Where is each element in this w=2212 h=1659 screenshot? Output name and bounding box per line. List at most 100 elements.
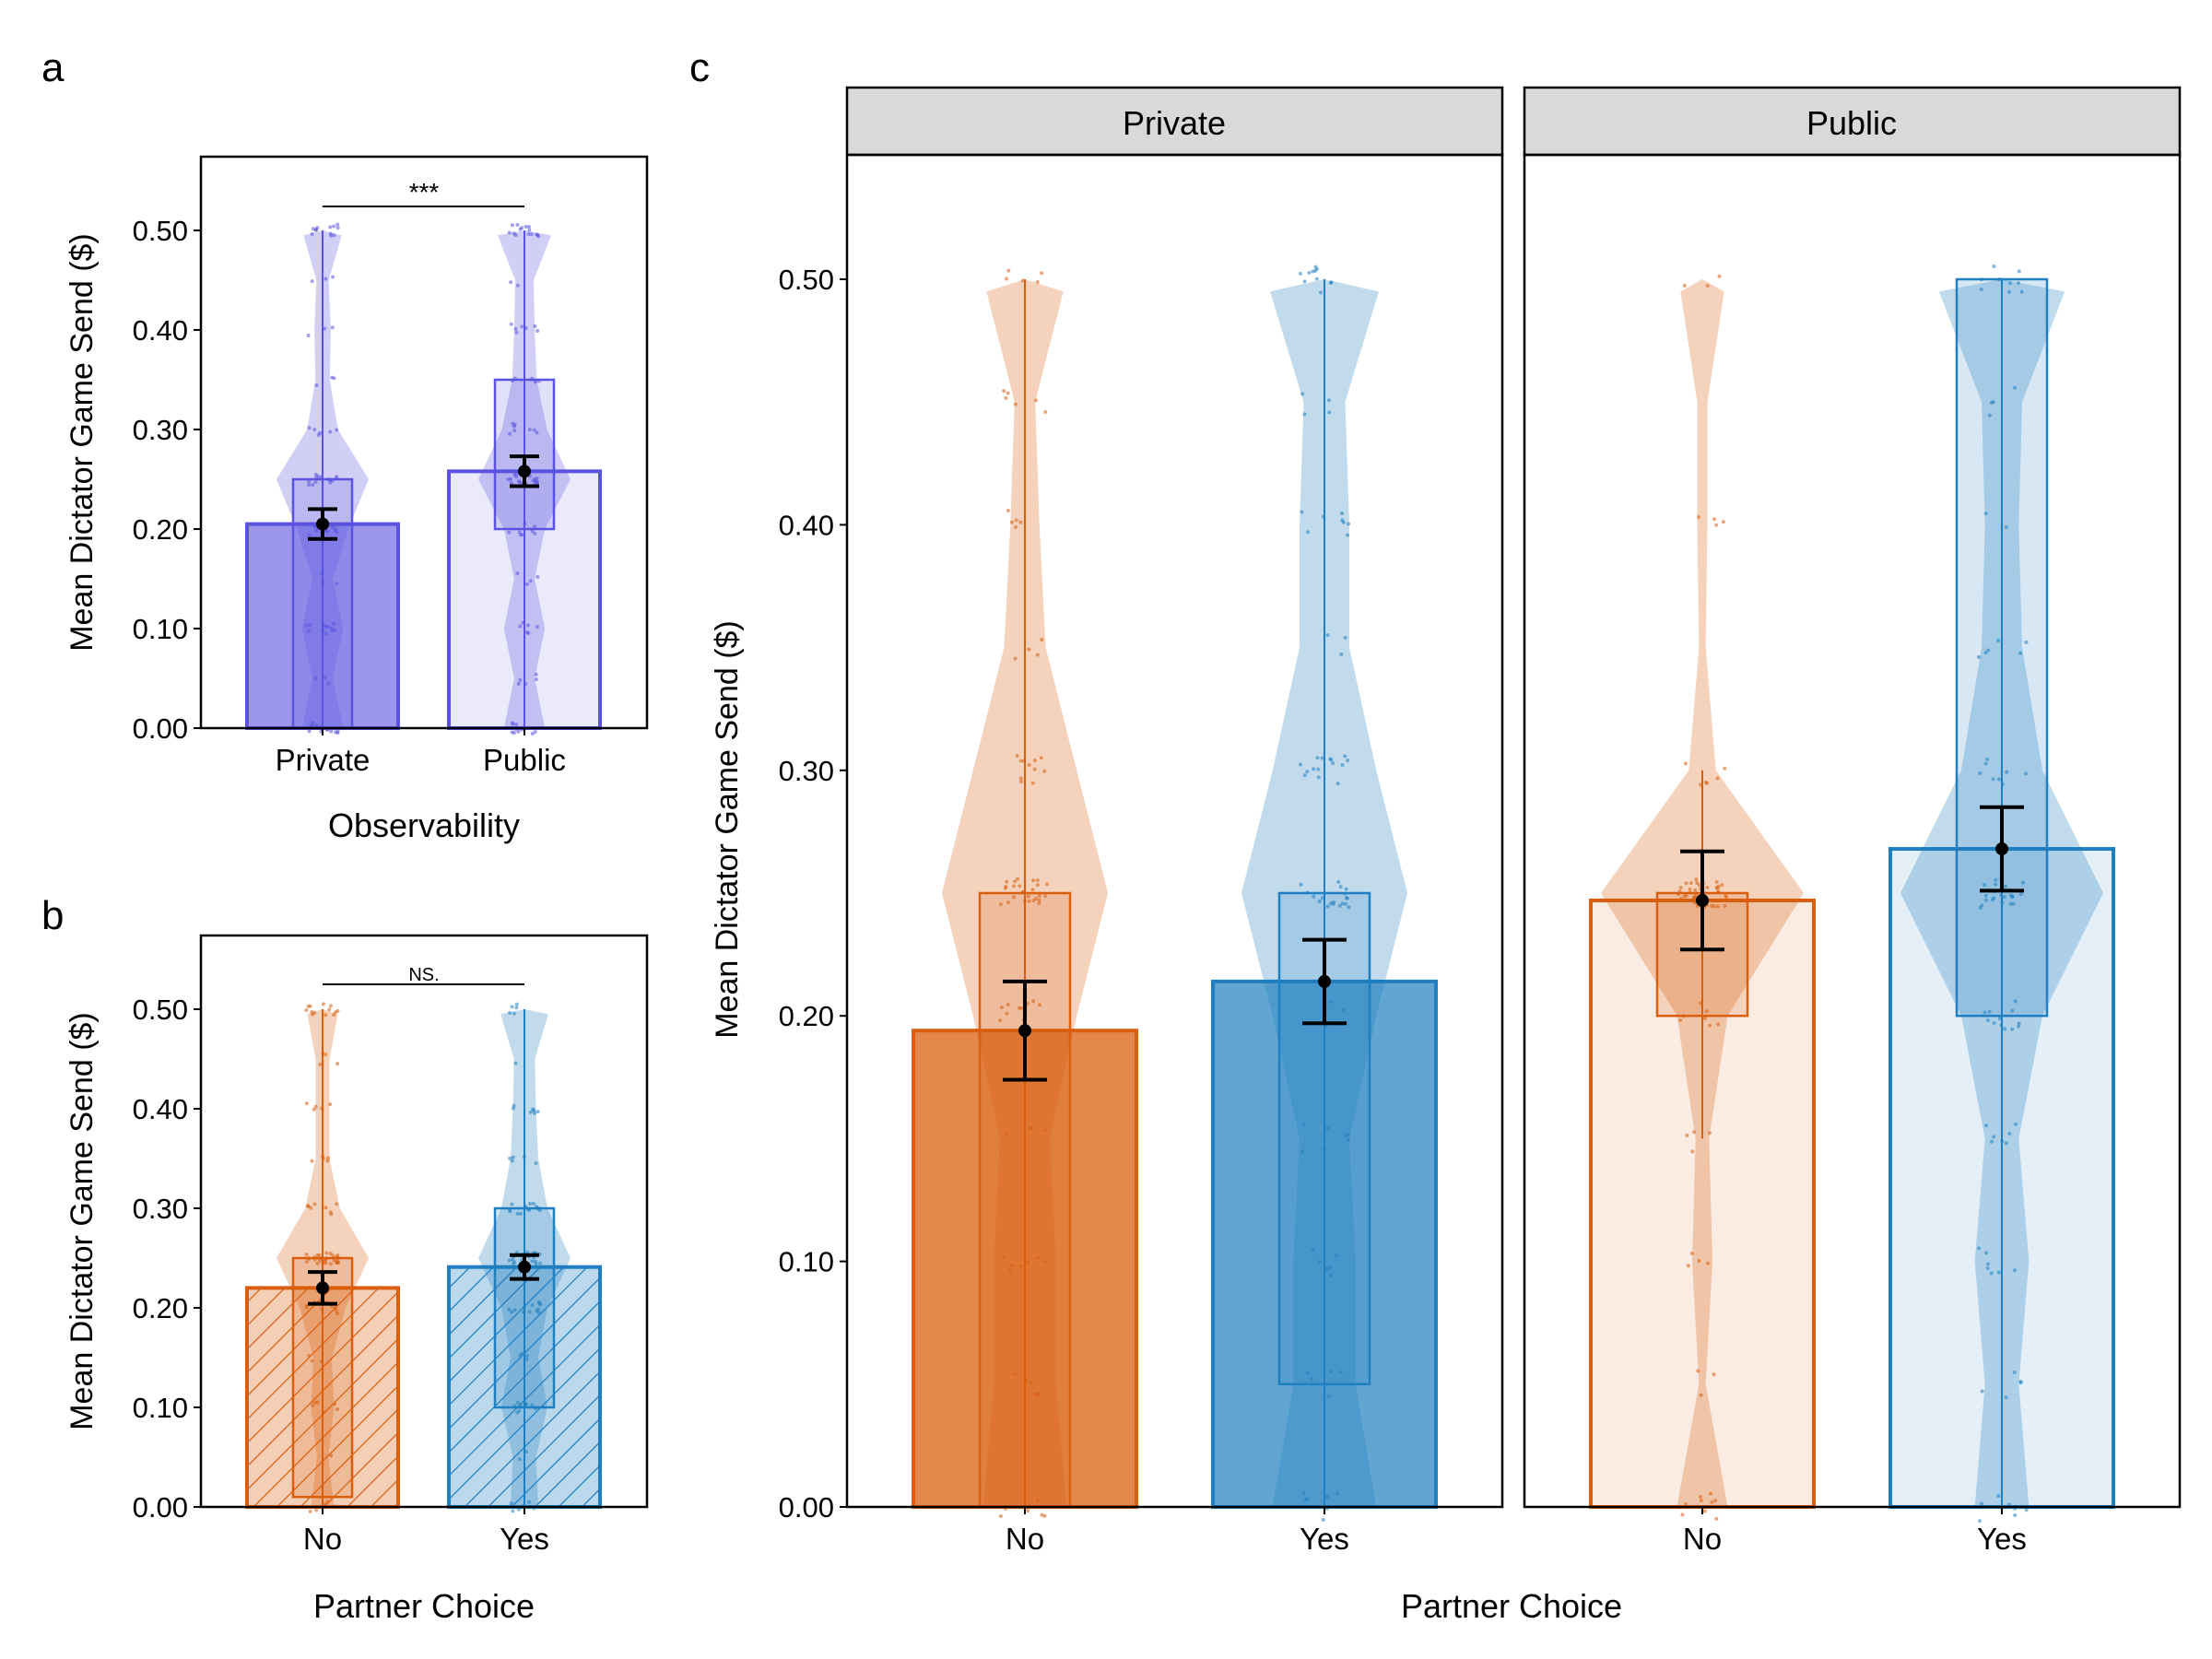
panel-c-jitter-point xyxy=(1031,878,1036,883)
panel-label-c: c xyxy=(689,45,710,90)
panel-c-jitter-point xyxy=(1335,782,1340,786)
panel-c-jitter-point xyxy=(1328,1273,1333,1277)
panel-c-jitter-point xyxy=(2004,1395,2008,1400)
panel-c-jitter-point xyxy=(1013,525,1018,530)
panel-c-jitter-point xyxy=(1045,882,1050,887)
panel-b-jitter-point xyxy=(515,1211,520,1216)
panel-c-jitter-point xyxy=(1340,763,1345,768)
panel-b-jitter-point xyxy=(304,1253,309,1257)
panel-c-jitter-point xyxy=(2010,1008,2015,1013)
panel-c-jitter-point xyxy=(1040,271,1044,276)
panel-c-jitter-point xyxy=(1992,1020,1996,1025)
panel-a-jitter-point xyxy=(306,333,311,337)
panel-c-jitter-point xyxy=(1724,895,1729,900)
panel-c-jitter-point xyxy=(1709,1491,1713,1496)
panel-b-jitter-point xyxy=(530,1302,535,1307)
panel-b-jitter-point xyxy=(514,1006,519,1010)
panel-b-jitter-point xyxy=(510,1159,514,1163)
panel-a-jitter-point xyxy=(516,479,521,484)
panel-c-jitter-point xyxy=(1014,518,1018,523)
panel-a-jitter-point xyxy=(512,231,516,236)
panel-c-jitter-point xyxy=(1030,781,1035,785)
panel-c-jitter-point xyxy=(1718,898,1723,902)
panel-b-jitter-point xyxy=(511,1509,515,1513)
panel-a-jitter-point xyxy=(533,531,537,535)
panel-a-jitter-point xyxy=(324,276,328,281)
panel-c-jitter-point xyxy=(1035,883,1040,888)
panel-a-jitter-point xyxy=(328,231,333,236)
panel-a-jitter-point xyxy=(535,232,540,237)
panel-a-jitter-point xyxy=(307,533,312,537)
panel-b-jitter-point xyxy=(507,1307,512,1312)
panel-b-jitter-point xyxy=(314,1508,319,1512)
panel-b-jitter-point xyxy=(331,1253,335,1258)
panel-a-jitter-point xyxy=(324,631,328,636)
panel-b-jitter-point xyxy=(535,1110,540,1114)
panel-c-jitter-point xyxy=(1328,281,1333,286)
panel-c-jitter-point xyxy=(1328,1265,1333,1270)
panel-a-jitter-point xyxy=(535,430,539,435)
panel-b-jitter-point xyxy=(324,1013,328,1018)
panel-c-jitter-point xyxy=(1029,1125,1033,1130)
panel-c-jitter-point xyxy=(1317,899,1322,903)
panel-c-jitter-point xyxy=(1690,1149,1695,1154)
panel-a-jitter-point xyxy=(528,579,533,583)
panel-b-mean-point xyxy=(518,1260,531,1274)
panel-b-jitter-point xyxy=(528,1201,533,1206)
panel-c-ytick-label: 0.40 xyxy=(779,509,834,541)
panel-b-jitter-point xyxy=(520,1351,524,1356)
panel-c-jitter-point xyxy=(1329,758,1334,762)
panel-c-jitter-point xyxy=(1987,413,1992,418)
panel-b-jitter-point xyxy=(511,1106,515,1111)
panel-c-jitter-point xyxy=(1983,1010,1987,1015)
panel-b-jitter-point xyxy=(527,1500,532,1504)
panel-c-jitter-point xyxy=(1026,1509,1030,1513)
panel-c-jitter-point xyxy=(1006,268,1011,273)
panel-b-jitter-point xyxy=(318,1062,323,1066)
panel-c-jitter-point xyxy=(1706,1261,1711,1265)
panel-c-jitter-point xyxy=(2013,1122,2018,1126)
panel-c-jitter-point xyxy=(1347,1133,1351,1137)
panel-c-jitter-point xyxy=(1012,884,1017,888)
panel-c-jitter-point xyxy=(1341,1007,1346,1012)
panel-c-jitter-point xyxy=(2004,1141,2008,1146)
panel-a-jitter-point xyxy=(534,672,538,677)
panel-c-jitter-point xyxy=(1994,882,1998,887)
panel-a-mean-point xyxy=(316,517,329,531)
panel-c-jitter-point xyxy=(2018,892,2023,897)
panel-c-jitter-point xyxy=(1325,1126,1330,1131)
panel-b-jitter-point xyxy=(515,1400,520,1405)
panel-b-jitter-point xyxy=(304,1260,309,1265)
panel-c-jitter-point xyxy=(1311,1248,1315,1253)
panel-b-jitter-point xyxy=(325,1159,330,1163)
panel-b-jitter-point xyxy=(518,1211,523,1216)
panel-c-jitter-point xyxy=(1978,771,1983,776)
panel-c-jitter-point xyxy=(2008,901,2013,906)
panel-c-jitter-point xyxy=(1034,897,1039,901)
panel-c-jitter-point xyxy=(1310,1377,1314,1382)
panel-label-b: b xyxy=(41,893,64,938)
panel-b-jitter-point xyxy=(528,1110,533,1114)
panel-b-jitter-point xyxy=(335,1312,340,1316)
panel-c-jitter-point xyxy=(2020,880,2025,885)
panel-c-jitter-point xyxy=(2010,1027,2015,1031)
panel-c-jitter-point xyxy=(1347,905,1351,910)
panel-c-jitter-point xyxy=(1298,271,1302,276)
panel-c-jitter-point xyxy=(1695,880,1700,885)
panel-a-jitter-point xyxy=(532,428,536,432)
panel-c-jitter-point xyxy=(1027,763,1031,768)
panel-c-jitter-point xyxy=(1032,767,1037,771)
panel-a-jitter-point xyxy=(512,429,517,433)
panel-c-jitter-point xyxy=(1316,767,1321,771)
panel-a-jitter-point xyxy=(515,571,520,576)
panel-c-jitter-point xyxy=(1312,767,1316,771)
panel-c-jitter-point xyxy=(2007,1131,2012,1135)
panel-a-jitter-point xyxy=(329,626,334,630)
panel-c-jitter-point xyxy=(1343,754,1347,759)
panel-b-jitter-point xyxy=(326,1156,331,1160)
panel-c-jitter-point xyxy=(1716,1022,1721,1027)
panel-c-jitter-point xyxy=(1035,1256,1040,1261)
panel-a-jitter-point xyxy=(516,729,521,734)
panel-c-jitter-point xyxy=(1002,1255,1006,1260)
panel-b-jitter-point xyxy=(538,1261,543,1265)
